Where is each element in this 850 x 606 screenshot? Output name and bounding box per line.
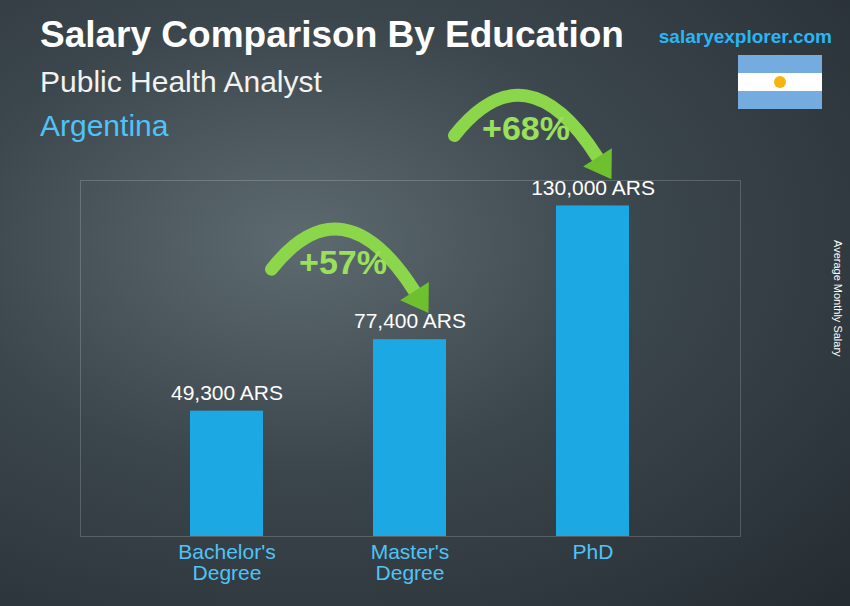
html-text:Salary Comparison By Education: Salary Comparison By Education: [40, 14, 624, 55]
html-text:salaryexplorer.com: salaryexplorer.com: [658, 26, 832, 47]
html-text:Average Monthly Salary: Average Monthly Salary: [832, 240, 844, 357]
svg-text:77,400 ARS: 77,400 ARS: [354, 309, 466, 332]
svg-text:130,000 ARS: 130,000 ARS: [531, 176, 655, 199]
svg-text:Master'sDegree: Master'sDegree: [371, 540, 450, 584]
svg-text:+68%: +68%: [482, 109, 570, 147]
svg-text:Bachelor'sDegree: Bachelor'sDegree: [178, 540, 275, 584]
svg-text:+57%: +57%: [299, 243, 387, 281]
svg-text:49,300 ARS: 49,300 ARS: [171, 381, 283, 404]
svg-text:PhD: PhD: [573, 540, 614, 563]
html-text:Argentina: Argentina: [40, 109, 169, 142]
html-text:Public Health Analyst: Public Health Analyst: [40, 65, 322, 98]
